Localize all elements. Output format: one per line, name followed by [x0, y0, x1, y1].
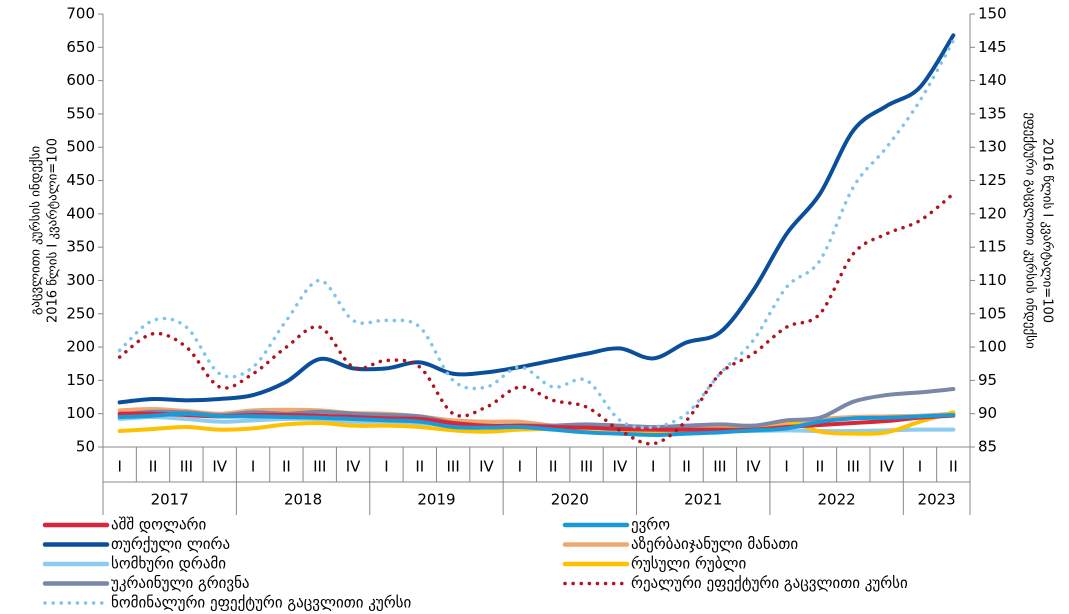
y-tick-label: 500 [66, 138, 95, 156]
x-tick-label: III [180, 458, 193, 476]
y-tick-label: 550 [66, 104, 95, 122]
y2-tick-label: 125 [978, 171, 1007, 189]
y2-tick-label: 130 [978, 138, 1007, 156]
x-tick-label: I [251, 458, 255, 476]
legend-label: აზერბაიჯანული მანათი [631, 535, 798, 553]
series-line [117, 411, 956, 438]
legend-label: უკრაინული გრივნა [111, 574, 250, 592]
legend-label: აშშ დოლარი [111, 516, 206, 534]
y-tick-label: 150 [66, 371, 95, 389]
y2-tick-label: 100 [978, 338, 1007, 356]
x-tick-label: II [549, 458, 558, 476]
y2-tick-label: 110 [978, 271, 1007, 289]
x-tick-label: III [446, 458, 459, 476]
y2-tick-label: 90 [978, 404, 997, 422]
y-axis-label: გაცვლითი კურსის ინდექსი [29, 146, 44, 316]
x-tick-label: II [282, 458, 291, 476]
x-tick-label: II [149, 458, 158, 476]
year-label: 2022 [818, 491, 856, 509]
y2-tick-label: 120 [978, 204, 1007, 222]
x-tick-label: I [918, 458, 922, 476]
series-line [117, 33, 956, 405]
y-tick-label: 700 [66, 5, 95, 23]
series-line [117, 38, 956, 430]
y-tick-label: 300 [66, 271, 95, 289]
x-tick-label: II [415, 458, 424, 476]
x-tick-label: IV [613, 458, 628, 476]
legend-label: სომხური დრამი [111, 555, 226, 573]
y2-tick-label: 140 [978, 71, 1007, 89]
year-label: 2023 [918, 491, 956, 509]
year-label: 2019 [417, 491, 455, 509]
y-tick-label: 250 [66, 304, 95, 322]
legend-label: ევრო [631, 516, 670, 534]
year-label: 2021 [684, 491, 722, 509]
x-tick-label: III [580, 458, 593, 476]
x-tick-label: II [816, 458, 825, 476]
y2-tick-label: 95 [978, 371, 997, 389]
x-tick-label: I [651, 458, 655, 476]
y-tick-label: 400 [66, 204, 95, 222]
y2-axis-label: 2016 წლის I კვარტალი=100 [1040, 138, 1055, 323]
y-tick-label: 350 [66, 238, 95, 256]
y-axis-label: 2016 წლის I კვარტალი=100 [46, 138, 61, 323]
y2-tick-label: 150 [978, 5, 1007, 23]
x-tick-label: II [682, 458, 691, 476]
y2-axis-label: ეფექტური გაცვლითი კურსის ინდექსი [1023, 112, 1038, 349]
legend-label: თურქული ლირა [111, 535, 230, 553]
legend-label: რუსული რუბლი [631, 555, 746, 573]
year-label: 2018 [284, 491, 322, 509]
y-tick-label: 600 [66, 71, 95, 89]
x-tick-label: I [518, 458, 522, 476]
x-tick-label: I [384, 458, 388, 476]
y2-tick-label: 145 [978, 38, 1007, 56]
x-tick-label: II [949, 458, 958, 476]
x-tick-label: I [117, 458, 121, 476]
y2-tick-label: 85 [978, 438, 997, 456]
x-tick-label: IV [479, 458, 494, 476]
y-tick-label: 650 [66, 38, 95, 56]
y-tick-label: 200 [66, 338, 95, 356]
legend-label: ნომინალური ეფექტური გაცვლითი კურსი [111, 594, 412, 612]
x-tick-label: IV [212, 458, 227, 476]
year-label: 2020 [551, 491, 589, 509]
x-tick-label: IV [746, 458, 761, 476]
x-tick-label: III [847, 458, 860, 476]
y-tick-label: 450 [66, 171, 95, 189]
y-tick-label: 50 [76, 438, 95, 456]
x-tick-label: IV [346, 458, 361, 476]
legend-label: რეალური ეფექტური გაცვლითი კურსი [631, 574, 908, 592]
y2-tick-label: 135 [978, 104, 1007, 122]
series-line [117, 192, 956, 446]
y2-tick-label: 115 [978, 238, 1007, 256]
y-tick-label: 100 [66, 404, 95, 422]
y2-tick-label: 105 [978, 304, 1007, 322]
x-tick-label: IV [879, 458, 894, 476]
x-tick-label: I [784, 458, 788, 476]
x-tick-label: III [313, 458, 326, 476]
x-tick-label: III [713, 458, 726, 476]
year-label: 2017 [151, 491, 189, 509]
